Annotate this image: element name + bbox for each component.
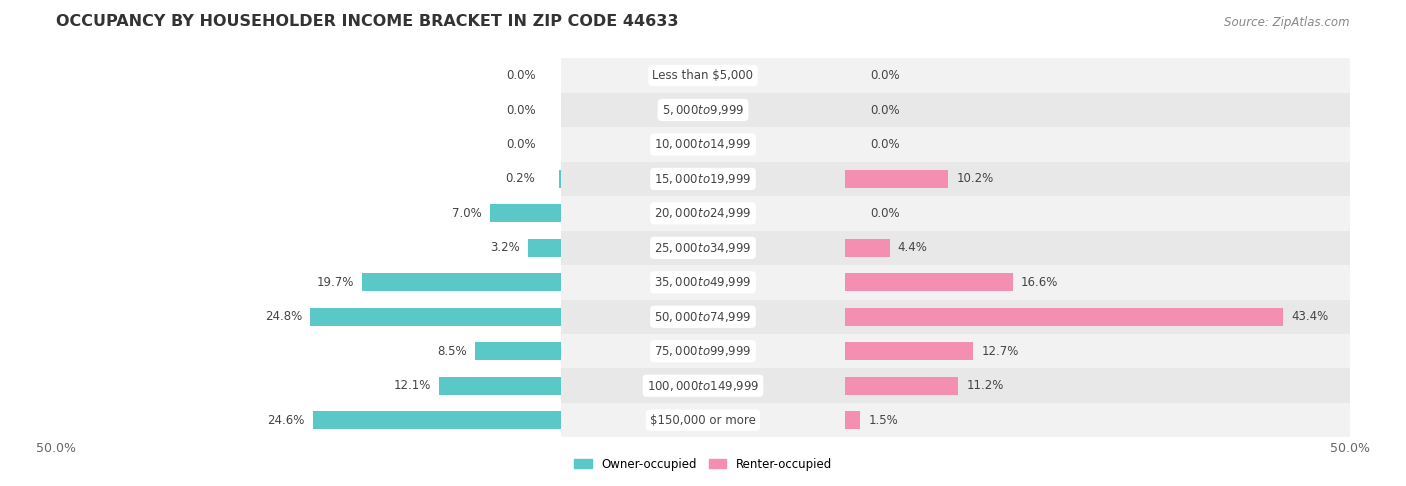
- Bar: [845, 58, 1350, 93]
- Bar: [561, 93, 845, 127]
- Bar: [561, 403, 845, 437]
- Bar: [361, 273, 561, 291]
- Bar: [561, 58, 1066, 93]
- Bar: [561, 162, 1066, 196]
- Bar: [845, 411, 860, 429]
- Text: 0.0%: 0.0%: [870, 138, 900, 151]
- Text: $10,000 to $14,999: $10,000 to $14,999: [654, 138, 752, 152]
- Bar: [561, 231, 1066, 265]
- Text: 0.0%: 0.0%: [870, 69, 900, 82]
- Text: 0.0%: 0.0%: [506, 104, 536, 117]
- Text: 0.0%: 0.0%: [870, 207, 900, 220]
- Bar: [312, 411, 561, 429]
- Text: $35,000 to $49,999: $35,000 to $49,999: [654, 276, 752, 289]
- Bar: [561, 127, 845, 162]
- Text: $5,000 to $9,999: $5,000 to $9,999: [662, 103, 744, 117]
- Bar: [561, 127, 1066, 162]
- Bar: [845, 403, 1350, 437]
- Bar: [561, 299, 1066, 334]
- Text: 16.6%: 16.6%: [1021, 276, 1059, 289]
- Bar: [561, 334, 845, 368]
- Bar: [561, 231, 845, 265]
- Bar: [561, 368, 845, 403]
- Bar: [845, 231, 1350, 265]
- Text: $50,000 to $74,999: $50,000 to $74,999: [654, 310, 752, 324]
- Legend: Owner-occupied, Renter-occupied: Owner-occupied, Renter-occupied: [569, 453, 837, 475]
- Text: 3.2%: 3.2%: [491, 242, 520, 254]
- Bar: [845, 377, 959, 395]
- Text: 0.2%: 0.2%: [506, 173, 536, 186]
- Text: $25,000 to $34,999: $25,000 to $34,999: [654, 241, 752, 255]
- Text: 10.2%: 10.2%: [956, 173, 994, 186]
- Text: 7.0%: 7.0%: [453, 207, 482, 220]
- Text: Source: ZipAtlas.com: Source: ZipAtlas.com: [1225, 16, 1350, 29]
- Bar: [561, 162, 845, 196]
- Bar: [845, 162, 1350, 196]
- Text: OCCUPANCY BY HOUSEHOLDER INCOME BRACKET IN ZIP CODE 44633: OCCUPANCY BY HOUSEHOLDER INCOME BRACKET …: [56, 14, 679, 29]
- Bar: [561, 265, 845, 299]
- Bar: [475, 342, 561, 360]
- Bar: [439, 377, 561, 395]
- Text: $75,000 to $99,999: $75,000 to $99,999: [654, 344, 752, 358]
- Bar: [561, 93, 1066, 127]
- Text: Less than $5,000: Less than $5,000: [652, 69, 754, 82]
- Bar: [845, 334, 1350, 368]
- Bar: [845, 127, 1350, 162]
- Bar: [561, 334, 1066, 368]
- Text: $100,000 to $149,999: $100,000 to $149,999: [647, 379, 759, 393]
- Bar: [561, 299, 845, 334]
- Text: 11.2%: 11.2%: [966, 379, 1004, 392]
- Bar: [558, 170, 561, 188]
- Bar: [845, 265, 1350, 299]
- Bar: [561, 265, 1066, 299]
- Text: 8.5%: 8.5%: [437, 345, 467, 358]
- Bar: [845, 239, 890, 257]
- Bar: [845, 273, 1012, 291]
- Text: $15,000 to $19,999: $15,000 to $19,999: [654, 172, 752, 186]
- Text: 0.0%: 0.0%: [506, 138, 536, 151]
- Bar: [561, 196, 1066, 231]
- Bar: [561, 58, 845, 93]
- Bar: [491, 205, 561, 223]
- Text: 4.4%: 4.4%: [898, 242, 928, 254]
- Text: $150,000 or more: $150,000 or more: [650, 414, 756, 427]
- Text: 19.7%: 19.7%: [316, 276, 354, 289]
- Bar: [845, 308, 1284, 326]
- Bar: [845, 299, 1350, 334]
- Text: 24.6%: 24.6%: [267, 414, 305, 427]
- Text: 24.8%: 24.8%: [266, 310, 302, 323]
- Bar: [311, 308, 561, 326]
- Bar: [845, 368, 1350, 403]
- Text: 1.5%: 1.5%: [869, 414, 898, 427]
- Bar: [561, 403, 1066, 437]
- Bar: [529, 239, 561, 257]
- Bar: [561, 196, 845, 231]
- Text: 0.0%: 0.0%: [870, 104, 900, 117]
- Text: 0.0%: 0.0%: [506, 69, 536, 82]
- Text: 12.7%: 12.7%: [981, 345, 1019, 358]
- Bar: [845, 170, 948, 188]
- Bar: [845, 196, 1350, 231]
- Bar: [561, 368, 1066, 403]
- Bar: [845, 93, 1350, 127]
- Text: $20,000 to $24,999: $20,000 to $24,999: [654, 207, 752, 220]
- Text: 12.1%: 12.1%: [394, 379, 430, 392]
- Bar: [845, 342, 973, 360]
- Text: 43.4%: 43.4%: [1291, 310, 1329, 323]
